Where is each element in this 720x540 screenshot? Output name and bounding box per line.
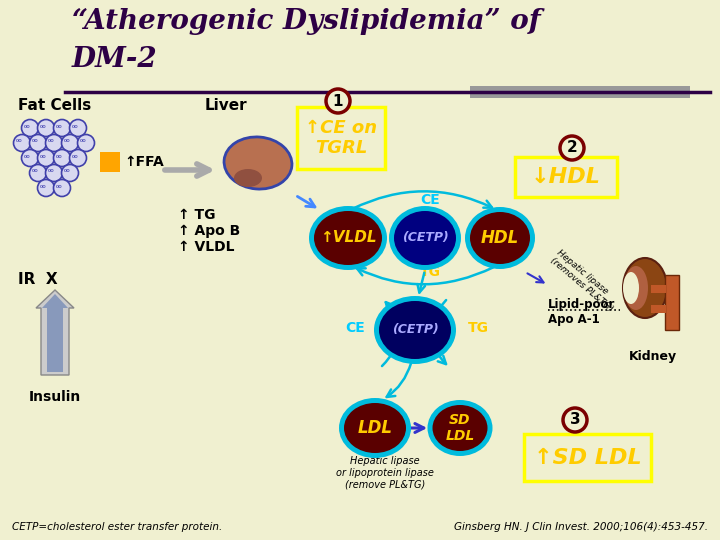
- Text: (CETP): (CETP): [402, 232, 449, 245]
- Text: oo: oo: [55, 124, 63, 129]
- Text: Fat Cells: Fat Cells: [18, 98, 91, 113]
- Text: CETP=cholesterol ester transfer protein.: CETP=cholesterol ester transfer protein.: [12, 522, 222, 532]
- Circle shape: [37, 150, 55, 166]
- Text: Ginsberg HN. J Clin Invest. 2000;106(4):453-457.: Ginsberg HN. J Clin Invest. 2000;106(4):…: [454, 522, 708, 532]
- Ellipse shape: [433, 405, 487, 451]
- Circle shape: [61, 134, 78, 152]
- Text: Hepatic lipase
(removes PL&TG): Hepatic lipase (removes PL&TG): [548, 248, 621, 314]
- Text: 2: 2: [567, 140, 577, 156]
- Text: oo: oo: [55, 153, 63, 159]
- Ellipse shape: [470, 212, 530, 264]
- Text: oo: oo: [71, 153, 78, 159]
- Circle shape: [53, 119, 71, 137]
- FancyArrow shape: [36, 290, 74, 375]
- Bar: [470, 86, 690, 98]
- Ellipse shape: [344, 403, 406, 453]
- Text: oo: oo: [55, 184, 63, 188]
- Text: oo: oo: [48, 138, 55, 144]
- Ellipse shape: [623, 258, 667, 318]
- Text: DM-2: DM-2: [72, 46, 158, 73]
- Bar: [651, 285, 666, 293]
- Text: ↑ Apo B: ↑ Apo B: [178, 224, 240, 238]
- Text: 3: 3: [570, 413, 580, 428]
- Circle shape: [30, 134, 47, 152]
- Text: IR  X: IR X: [18, 272, 58, 287]
- Text: 1: 1: [333, 93, 343, 109]
- Circle shape: [61, 165, 78, 181]
- Text: CE: CE: [345, 321, 365, 335]
- Text: Insulin: Insulin: [29, 390, 81, 404]
- Circle shape: [37, 179, 55, 197]
- Ellipse shape: [389, 206, 461, 270]
- Text: LDL: LDL: [358, 419, 392, 437]
- Ellipse shape: [234, 169, 262, 187]
- Text: oo: oo: [40, 124, 46, 129]
- Circle shape: [45, 134, 63, 152]
- Text: oo: oo: [40, 153, 46, 159]
- Ellipse shape: [309, 206, 387, 270]
- Text: “Atherogenic Dyslipidemia” of: “Atherogenic Dyslipidemia” of: [72, 8, 541, 35]
- Circle shape: [560, 136, 584, 160]
- Text: oo: oo: [71, 124, 78, 129]
- Text: ↑ TG: ↑ TG: [178, 208, 215, 222]
- Text: oo: oo: [63, 138, 71, 144]
- Bar: [665, 275, 679, 330]
- Ellipse shape: [224, 137, 292, 189]
- Text: ↑VLDL: ↑VLDL: [320, 231, 377, 246]
- Circle shape: [30, 165, 47, 181]
- Text: oo: oo: [16, 138, 22, 144]
- Circle shape: [78, 134, 94, 152]
- Bar: [651, 305, 666, 313]
- Text: oo: oo: [32, 168, 38, 173]
- Ellipse shape: [624, 266, 648, 310]
- Circle shape: [563, 408, 587, 432]
- Ellipse shape: [374, 296, 456, 364]
- Ellipse shape: [314, 211, 382, 265]
- Text: oo: oo: [24, 124, 30, 129]
- Text: ↑FFA: ↑FFA: [124, 155, 163, 169]
- Circle shape: [22, 119, 38, 137]
- Text: Hepatic lipase
or lipoprotein lipase
(remove PL&TG): Hepatic lipase or lipoprotein lipase (re…: [336, 456, 434, 489]
- Ellipse shape: [394, 211, 456, 265]
- Text: TG: TG: [467, 321, 488, 335]
- Text: ↑SD LDL: ↑SD LDL: [534, 448, 642, 468]
- Circle shape: [22, 150, 38, 166]
- Text: ↓HDL: ↓HDL: [531, 167, 601, 187]
- Circle shape: [37, 119, 55, 137]
- Text: ↑ VLDL: ↑ VLDL: [178, 240, 235, 254]
- Circle shape: [70, 119, 86, 137]
- Text: Kidney: Kidney: [629, 350, 677, 363]
- Text: oo: oo: [40, 184, 46, 188]
- Ellipse shape: [623, 272, 639, 304]
- Text: oo: oo: [32, 138, 38, 144]
- FancyBboxPatch shape: [515, 157, 617, 197]
- FancyBboxPatch shape: [297, 107, 385, 169]
- Bar: [100, 152, 120, 172]
- Ellipse shape: [379, 301, 451, 359]
- Text: oo: oo: [63, 168, 71, 173]
- Circle shape: [45, 165, 63, 181]
- Text: oo: oo: [48, 168, 55, 173]
- Circle shape: [14, 134, 30, 152]
- Text: oo: oo: [80, 138, 86, 144]
- Text: CE: CE: [420, 193, 440, 207]
- Text: TG: TG: [420, 265, 441, 279]
- Text: oo: oo: [24, 153, 30, 159]
- Circle shape: [326, 89, 350, 113]
- Ellipse shape: [339, 398, 411, 458]
- Text: ↑CE on
TGRL: ↑CE on TGRL: [305, 119, 377, 157]
- FancyArrow shape: [42, 294, 68, 372]
- Circle shape: [53, 179, 71, 197]
- Text: (CETP): (CETP): [392, 323, 438, 336]
- Text: HDL: HDL: [481, 229, 519, 247]
- Ellipse shape: [428, 400, 492, 456]
- Text: SD
LDL: SD LDL: [446, 413, 474, 443]
- Circle shape: [53, 150, 71, 166]
- Text: Liver: Liver: [205, 98, 248, 113]
- Text: Lipid-poor
Apo A-1: Lipid-poor Apo A-1: [548, 298, 616, 326]
- Ellipse shape: [465, 207, 535, 269]
- Circle shape: [70, 150, 86, 166]
- FancyBboxPatch shape: [524, 434, 651, 481]
